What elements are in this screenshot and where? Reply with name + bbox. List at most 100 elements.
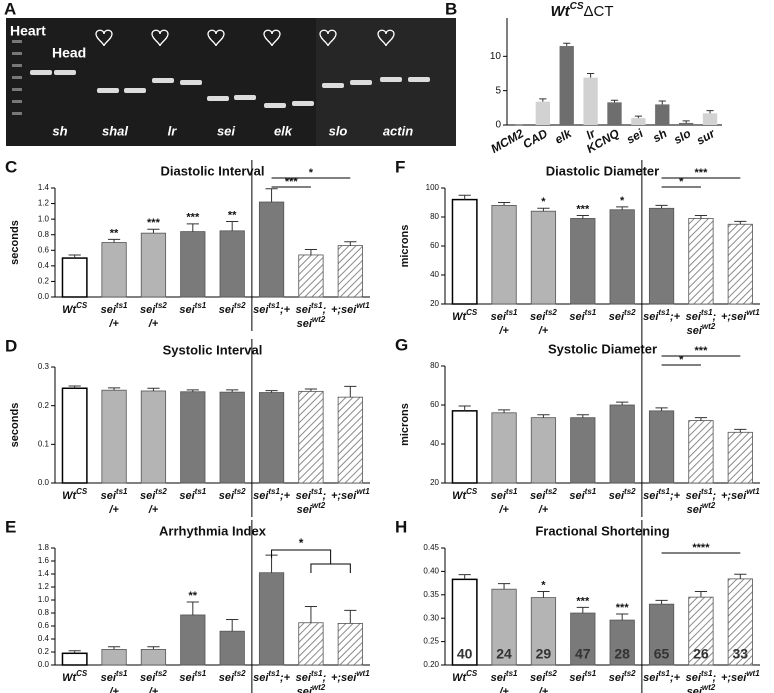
label-part: /+ bbox=[498, 686, 509, 693]
x-tick-label: elk bbox=[552, 126, 575, 147]
gel-band bbox=[380, 77, 402, 82]
y-tick-label: 0.30 bbox=[423, 613, 439, 622]
label-part: sei bbox=[296, 490, 312, 502]
label-part: ; bbox=[713, 672, 717, 684]
lane-label: Heart bbox=[10, 23, 46, 39]
n-label: 29 bbox=[536, 646, 552, 662]
label-part: ; bbox=[323, 490, 327, 502]
label-part: sei bbox=[140, 490, 156, 502]
superscript: ts1 bbox=[268, 669, 280, 678]
bar bbox=[180, 231, 206, 298]
y-tick-label: 0.35 bbox=[423, 590, 439, 599]
superscript: ts1 bbox=[311, 301, 323, 310]
y-tick-label: 0.25 bbox=[423, 637, 439, 646]
superscript: ts1 bbox=[116, 487, 128, 496]
label-part: sei bbox=[101, 672, 117, 684]
category-label: seits1;+ bbox=[643, 669, 681, 684]
category-label: seits1;+ bbox=[643, 308, 681, 323]
gel-band bbox=[207, 96, 229, 101]
y-tick-label: 0.2 bbox=[38, 401, 50, 410]
error-bar bbox=[186, 223, 199, 232]
y-tick-label: 0.20 bbox=[423, 660, 439, 669]
label-part: /+ bbox=[148, 686, 159, 693]
label-part: +;sei bbox=[331, 672, 357, 684]
label-part: sei bbox=[140, 672, 156, 684]
ladder-band bbox=[12, 88, 22, 91]
superscript: wt1 bbox=[356, 301, 370, 310]
bar bbox=[140, 649, 167, 666]
superscript: wt2 bbox=[312, 683, 326, 692]
error-bar bbox=[68, 385, 81, 389]
error-bar bbox=[186, 601, 199, 615]
chart-title: Diastolic Interval bbox=[160, 163, 264, 178]
label-part: ;+ bbox=[670, 311, 681, 323]
superscript: ts2 bbox=[155, 487, 167, 496]
bracket-label: *** bbox=[285, 176, 299, 188]
superscript: ts2 bbox=[234, 487, 246, 496]
category-label: /+ bbox=[498, 504, 509, 516]
n-label: 47 bbox=[575, 646, 591, 662]
label-part: sei bbox=[569, 490, 585, 502]
y-tick-label: 0.8 bbox=[38, 230, 50, 239]
bar bbox=[570, 218, 596, 305]
label-part: ; bbox=[323, 304, 327, 316]
category-label: seiwt2 bbox=[297, 683, 326, 693]
label-part: sei bbox=[686, 311, 702, 323]
error-bar bbox=[734, 220, 747, 225]
significance: ** bbox=[110, 227, 119, 239]
bar bbox=[140, 390, 167, 484]
category-label: seits2 bbox=[219, 301, 246, 316]
error-bar bbox=[226, 619, 239, 632]
gel-band bbox=[97, 88, 119, 93]
error-bar bbox=[655, 407, 668, 411]
category-label: seits1 bbox=[569, 487, 596, 502]
category-label: /+ bbox=[498, 325, 509, 337]
category-label: seiwt2 bbox=[297, 315, 326, 330]
category-label: +;seiwt1 bbox=[721, 669, 760, 684]
label-part: Wt bbox=[452, 490, 467, 502]
x-tick-label: slo bbox=[671, 126, 693, 147]
n-label: 33 bbox=[733, 646, 749, 662]
significance: * bbox=[541, 579, 546, 591]
superscript: ts1 bbox=[116, 301, 128, 310]
bar bbox=[679, 122, 694, 125]
y-tick-label: 60 bbox=[430, 400, 439, 409]
bar bbox=[570, 417, 596, 484]
superscript: ts1 bbox=[506, 487, 518, 496]
bar bbox=[258, 572, 285, 666]
category-label: /+ bbox=[148, 686, 159, 693]
panel-letter: G bbox=[395, 335, 408, 354]
superscript: ts2 bbox=[155, 669, 167, 678]
error-bar bbox=[304, 249, 318, 255]
superscript: ts1 bbox=[701, 308, 713, 317]
label-part: ; bbox=[713, 490, 717, 502]
chart-title: WtCSΔCT bbox=[550, 1, 613, 20]
bar bbox=[101, 389, 127, 484]
y-tick-label: 0.8 bbox=[38, 608, 50, 617]
label-part: ;+ bbox=[670, 672, 681, 684]
category-label: /+ bbox=[108, 318, 119, 330]
bar bbox=[61, 257, 88, 298]
bar bbox=[607, 102, 622, 125]
label-part: sei bbox=[179, 672, 195, 684]
category-label: seits1 bbox=[569, 308, 596, 323]
bar bbox=[609, 404, 635, 484]
bar bbox=[559, 46, 574, 125]
y-tick-label: 0.0 bbox=[38, 660, 50, 669]
ladder-band bbox=[12, 76, 22, 79]
bar bbox=[609, 209, 635, 305]
bar bbox=[648, 410, 675, 484]
superscript: ts1 bbox=[585, 669, 597, 678]
category-label: /+ bbox=[148, 504, 159, 516]
y-tick-label: 0.4 bbox=[38, 634, 50, 643]
bar bbox=[491, 412, 517, 484]
superscript: wt1 bbox=[746, 308, 760, 317]
y-tick-label: 1.8 bbox=[38, 543, 50, 552]
error-bar bbox=[655, 204, 668, 209]
category-label: seits1;+ bbox=[643, 487, 681, 502]
category-label: seits1; bbox=[686, 308, 717, 323]
superscript: CS bbox=[466, 487, 478, 496]
bar bbox=[298, 390, 324, 484]
error-bar bbox=[694, 215, 708, 219]
superscript: ts2 bbox=[624, 669, 636, 678]
